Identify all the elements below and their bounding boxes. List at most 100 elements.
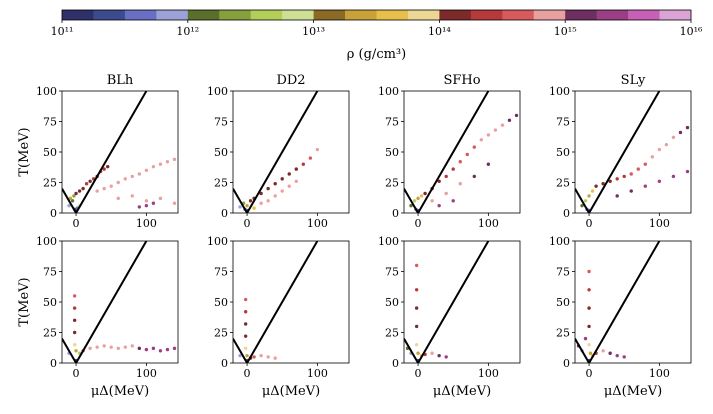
scatter-point [615, 353, 619, 358]
colorbar-frame [61, 9, 692, 21]
scatter-point [245, 353, 249, 358]
x-axis-label: μΔ(MeV) [91, 384, 149, 399]
scatter-point [685, 125, 690, 130]
scatter-point [587, 324, 591, 329]
scatter-point [671, 174, 676, 179]
scatter-point [608, 179, 612, 183]
scatter-point [308, 156, 313, 160]
y-tick-label: 25 [556, 177, 570, 190]
x-tick-label: 100 [136, 217, 157, 230]
scatter-point [158, 349, 163, 353]
panel-title: DD2 [276, 73, 305, 88]
x-axis-label: μΔ(MeV) [433, 384, 491, 399]
y-tick-label: 100 [36, 235, 57, 248]
scatter-point [123, 345, 127, 349]
plot-area [404, 241, 490, 363]
colorbar-segment [565, 10, 598, 20]
scatter-point [88, 179, 92, 183]
y-tick-label: 75 [214, 116, 228, 129]
y-tick-label: 100 [549, 85, 570, 98]
scatter-point [137, 172, 142, 176]
scatter-point [116, 196, 120, 201]
scatter-point [88, 346, 92, 351]
scatter-point [493, 128, 498, 132]
panel-blh-row-2: 0 100 0 25 50 75 100 T(MeV) μΔ(MeV) [17, 235, 179, 399]
scatter-point [95, 189, 99, 193]
left-line [62, 188, 77, 213]
scatter-point [678, 130, 683, 135]
scatter-point [158, 196, 163, 201]
scatter-point [685, 169, 690, 174]
scatter-point [144, 347, 149, 352]
scatter-point [68, 196, 73, 201]
colorbar-segment [219, 10, 252, 20]
left-line [62, 338, 77, 363]
left-line [404, 188, 419, 213]
colorbar-segment [250, 10, 283, 20]
scatter-point [587, 269, 591, 274]
upper-line [417, 91, 490, 213]
scatter-point [243, 322, 248, 326]
scatter-point [486, 133, 491, 137]
scatter-point [130, 174, 135, 179]
y-tick-label: 75 [43, 266, 57, 279]
x-tick-label: 100 [649, 367, 670, 380]
scatter-point [158, 162, 163, 166]
y-tick-label: 50 [43, 146, 57, 159]
scatter-point [84, 182, 89, 186]
colorbar-segment [62, 10, 94, 20]
scatter-point [144, 168, 149, 172]
scatter-point [414, 288, 419, 292]
scatter-point [409, 203, 413, 208]
scatter-point [243, 334, 248, 338]
y-tick-label: 75 [385, 116, 399, 129]
scatter-point [165, 347, 170, 352]
upper-line [588, 91, 661, 213]
y-tick-label: 75 [556, 116, 570, 129]
scatter-point [245, 203, 249, 208]
scatter-point [643, 162, 648, 166]
scatter-point [636, 167, 640, 171]
scatter-point [273, 356, 277, 360]
panel-frame [61, 240, 179, 364]
x-tick-label: 100 [649, 217, 670, 230]
panel-dd2-row-1: DD2 0 100 0 25 50 75 100 [207, 73, 350, 230]
scatter-point [72, 330, 77, 335]
scatter-point [95, 345, 99, 349]
y-tick-label: 100 [378, 85, 399, 98]
scatter-point [458, 182, 462, 186]
y-tick-label: 0 [50, 357, 57, 370]
scatter-point [486, 162, 491, 166]
scatter-point [172, 157, 177, 162]
scatter-point [588, 351, 593, 355]
scatter-point [172, 201, 177, 205]
plot-area [575, 241, 661, 363]
scatter-point [657, 179, 662, 183]
y-tick-label: 0 [392, 207, 399, 220]
panel-sfho-row-2: 0 100 0 25 50 75 100 μΔ(MeV) [378, 235, 521, 399]
y-tick-label: 50 [214, 296, 228, 309]
y-tick-label: 100 [378, 235, 399, 248]
upper-line [75, 91, 148, 213]
colorbar-segment [659, 10, 692, 20]
scatter-point [72, 306, 77, 310]
scatter-point [243, 310, 248, 314]
colorbar-tick-label: 10¹¹ [51, 25, 74, 38]
x-tick-label: 0 [244, 367, 251, 380]
y-tick-label: 0 [221, 207, 228, 220]
scatter-point [587, 288, 591, 292]
plot-area [62, 91, 177, 213]
plot-area [62, 241, 177, 363]
y-tick-label: 25 [385, 327, 399, 340]
scatter-point [294, 179, 298, 183]
y-tick-label: 25 [43, 327, 57, 340]
x-tick-label: 100 [478, 217, 499, 230]
x-tick-label: 100 [307, 217, 328, 230]
scatter-point [74, 191, 78, 196]
scatter-point [671, 135, 676, 140]
scatter-point [465, 152, 469, 157]
y-tick-label: 100 [207, 235, 228, 248]
scatter-point [414, 263, 419, 268]
y-tick-label: 100 [549, 235, 570, 248]
